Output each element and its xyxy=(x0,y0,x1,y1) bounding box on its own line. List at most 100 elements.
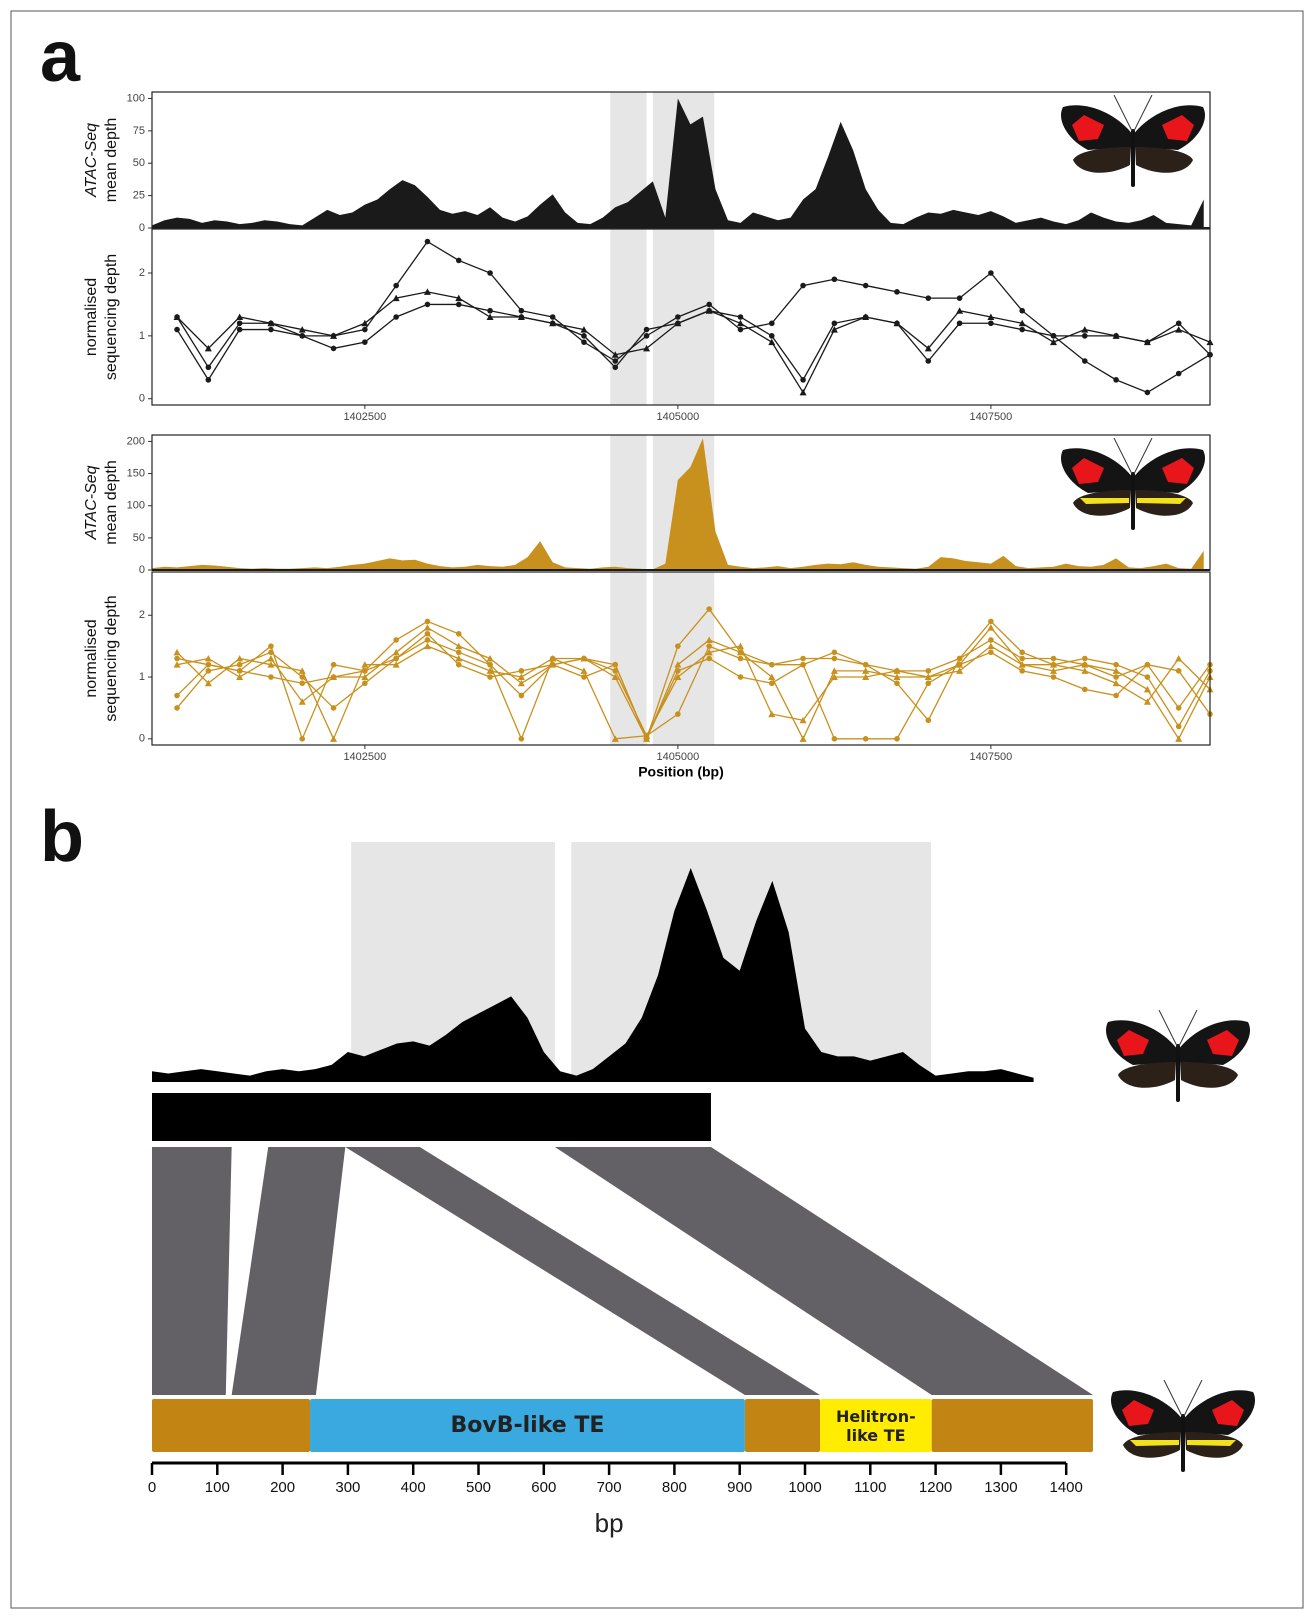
marker xyxy=(643,736,650,742)
marker xyxy=(423,624,431,631)
y-tick-label: 1 xyxy=(139,671,145,683)
marker xyxy=(1019,649,1025,656)
marker xyxy=(956,667,964,674)
segment-label: Helitron-like TE xyxy=(835,1406,916,1445)
marker xyxy=(1175,370,1182,377)
marker xyxy=(267,319,275,327)
highlight-region xyxy=(610,572,647,745)
marker xyxy=(581,674,587,680)
highlight-region xyxy=(652,229,715,405)
marker xyxy=(1018,661,1026,668)
marker xyxy=(455,649,462,656)
marker xyxy=(612,364,619,371)
marker xyxy=(486,313,494,320)
marker xyxy=(768,333,775,339)
marker xyxy=(830,667,838,674)
marker xyxy=(1113,692,1119,699)
marker xyxy=(268,649,274,656)
marker xyxy=(236,673,244,681)
marker xyxy=(392,661,400,668)
marker xyxy=(894,736,900,742)
marker xyxy=(1175,320,1182,327)
marker xyxy=(393,282,399,289)
marker xyxy=(736,642,744,650)
marker xyxy=(1081,667,1089,674)
marker xyxy=(486,655,494,662)
y-axis-label: ATAC-Seq xyxy=(83,465,100,540)
panel-label: b xyxy=(40,797,84,877)
marker xyxy=(487,674,493,680)
marker xyxy=(1050,674,1057,680)
marker xyxy=(830,673,838,681)
marker xyxy=(1049,667,1057,674)
marker xyxy=(581,333,587,339)
area xyxy=(152,98,1204,228)
marker xyxy=(1144,661,1151,668)
marker xyxy=(267,655,275,662)
marker xyxy=(800,661,806,668)
marker xyxy=(487,307,493,314)
marker xyxy=(674,673,682,681)
x-tick-label: 200 xyxy=(270,1479,295,1496)
x-tick-label: 900 xyxy=(727,1479,752,1496)
x-tick-label: 1400 xyxy=(1050,1479,1083,1496)
y-tick-label: 0 xyxy=(139,393,145,405)
x-tick-label: 100 xyxy=(205,1479,230,1496)
marker xyxy=(205,661,212,668)
x-tick-label: 800 xyxy=(662,1479,687,1496)
marker xyxy=(236,655,244,662)
y-tick-label: 50 xyxy=(133,532,145,544)
marker xyxy=(893,673,901,681)
marker xyxy=(988,618,994,625)
marker xyxy=(1019,655,1025,662)
marker xyxy=(705,636,713,643)
marker xyxy=(1049,661,1057,668)
y-tick-label: 150 xyxy=(127,467,145,479)
marker xyxy=(1113,661,1119,668)
marker xyxy=(268,643,274,649)
marker xyxy=(675,643,681,649)
sequence-bar xyxy=(152,1093,711,1141)
y-tick-label: 2 xyxy=(139,267,145,279)
marker xyxy=(393,655,399,662)
marker xyxy=(831,736,838,742)
marker xyxy=(362,680,368,687)
y-axis-label: ATAC-Seq xyxy=(83,123,100,198)
series-line xyxy=(176,632,1211,741)
marker xyxy=(236,668,243,674)
marker xyxy=(174,705,180,711)
marker xyxy=(298,698,306,705)
series-line xyxy=(176,240,1211,394)
marker xyxy=(268,674,274,680)
marker xyxy=(518,736,525,742)
y-axis-label: normalised xyxy=(83,278,100,356)
marker xyxy=(173,661,181,668)
x-tick-label: 1100 xyxy=(854,1479,886,1496)
y-tick-label: 2 xyxy=(139,609,145,621)
y-tick-label: 25 xyxy=(133,190,145,202)
butterfly-icon xyxy=(1111,1380,1255,1472)
marker xyxy=(987,642,995,650)
marker xyxy=(893,667,901,674)
marker xyxy=(612,358,619,364)
marker xyxy=(831,655,838,662)
marker xyxy=(299,674,306,680)
marker xyxy=(1144,389,1151,396)
marker xyxy=(924,673,932,681)
marker xyxy=(675,314,681,320)
marker xyxy=(988,649,994,656)
marker xyxy=(236,320,243,327)
marker xyxy=(204,679,212,687)
marker xyxy=(580,667,588,674)
marker xyxy=(1081,686,1088,693)
marker xyxy=(549,314,556,320)
x-tick-label: 1405000 xyxy=(656,751,699,763)
marker xyxy=(330,674,337,680)
y-axis-label: mean depth xyxy=(103,118,120,203)
marker xyxy=(862,736,869,742)
marker xyxy=(424,238,431,245)
marker xyxy=(925,295,932,301)
marker xyxy=(299,680,306,687)
y-axis-label: normalised xyxy=(83,619,100,697)
